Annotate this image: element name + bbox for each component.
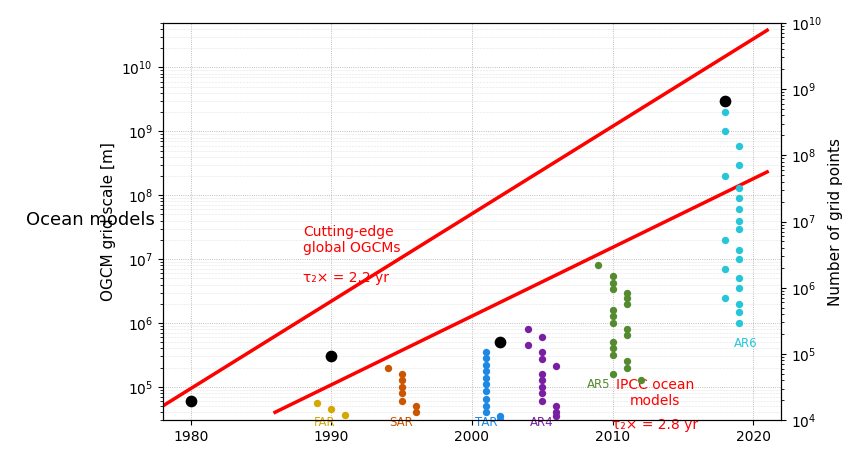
- Point: [339, 412, 353, 419]
- Point: [619, 289, 633, 296]
- Point: [718, 294, 732, 301]
- Point: [493, 339, 507, 346]
- Point: [324, 353, 338, 360]
- Point: [606, 339, 619, 346]
- Point: [606, 312, 619, 319]
- Point: [549, 403, 563, 410]
- Point: [549, 412, 563, 420]
- Text: τ₂× = 2.2 yr: τ₂× = 2.2 yr: [303, 271, 390, 285]
- Point: [606, 279, 619, 286]
- Point: [522, 341, 535, 349]
- Point: [619, 364, 633, 371]
- Point: [184, 397, 197, 405]
- Text: Cutting-edge
global OGCMs: Cutting-edge global OGCMs: [303, 225, 401, 255]
- Point: [522, 436, 535, 443]
- Point: [535, 397, 549, 405]
- Y-axis label: OGCM grid scale [m]: OGCM grid scale [m]: [100, 142, 116, 301]
- Point: [619, 300, 633, 308]
- Point: [634, 376, 648, 383]
- Point: [732, 300, 746, 308]
- Point: [479, 381, 492, 388]
- Point: [535, 334, 549, 341]
- Point: [606, 272, 619, 280]
- Point: [619, 294, 633, 301]
- Text: τ₂× = 2.8 yr: τ₂× = 2.8 yr: [612, 418, 698, 432]
- Text: IPCC ocean
models: IPCC ocean models: [615, 378, 694, 408]
- Point: [408, 403, 422, 410]
- Point: [606, 345, 619, 352]
- Point: [718, 265, 732, 273]
- Point: [619, 331, 633, 339]
- Point: [311, 400, 324, 407]
- Point: [619, 358, 633, 365]
- Point: [395, 370, 408, 377]
- Text: AR5: AR5: [587, 378, 610, 391]
- Text: SAR: SAR: [390, 416, 414, 429]
- Point: [732, 217, 746, 224]
- Text: AR6: AR6: [734, 337, 758, 350]
- Point: [479, 395, 492, 403]
- Text: AR4: AR4: [530, 416, 554, 429]
- Point: [395, 397, 408, 405]
- Point: [606, 306, 619, 313]
- Point: [535, 389, 549, 397]
- Point: [493, 417, 507, 424]
- Point: [479, 348, 492, 356]
- Point: [732, 161, 746, 168]
- Point: [479, 374, 492, 381]
- Point: [732, 206, 746, 213]
- Point: [732, 184, 746, 191]
- Point: [732, 142, 746, 149]
- Point: [549, 409, 563, 416]
- Point: [479, 355, 492, 362]
- Point: [732, 195, 746, 202]
- Text: FAR: FAR: [313, 416, 335, 429]
- Point: [395, 383, 408, 391]
- Point: [535, 348, 549, 356]
- Y-axis label: Number of grid points: Number of grid points: [828, 138, 843, 306]
- Point: [479, 409, 492, 416]
- Point: [535, 376, 549, 383]
- Point: [718, 236, 732, 244]
- Point: [395, 376, 408, 383]
- Point: [324, 405, 338, 413]
- Point: [591, 262, 605, 269]
- Point: [718, 108, 732, 116]
- Point: [606, 285, 619, 293]
- Point: [479, 403, 492, 410]
- Point: [718, 97, 732, 105]
- Point: [535, 370, 549, 377]
- Point: [732, 246, 746, 253]
- Point: [479, 361, 492, 369]
- Point: [381, 364, 395, 371]
- Point: [732, 225, 746, 232]
- Point: [606, 319, 619, 327]
- Point: [535, 383, 549, 391]
- Point: [606, 370, 619, 377]
- Point: [732, 274, 746, 282]
- Point: [718, 128, 732, 135]
- Point: [732, 308, 746, 315]
- Point: [732, 319, 746, 327]
- Point: [479, 367, 492, 374]
- Text: Ocean models: Ocean models: [26, 211, 154, 230]
- Text: TAR: TAR: [474, 416, 498, 429]
- Point: [395, 389, 408, 397]
- Point: [606, 351, 619, 358]
- Point: [718, 172, 732, 179]
- Point: [732, 285, 746, 292]
- Point: [732, 256, 746, 263]
- Point: [619, 325, 633, 333]
- Point: [493, 412, 507, 420]
- Point: [479, 388, 492, 395]
- Point: [549, 363, 563, 370]
- Point: [522, 325, 535, 333]
- Point: [535, 356, 549, 363]
- Point: [408, 409, 422, 416]
